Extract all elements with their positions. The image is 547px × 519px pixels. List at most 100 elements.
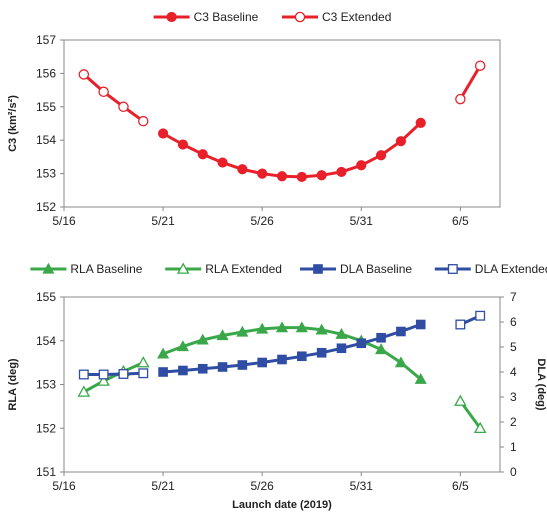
data-point [316, 347, 327, 358]
series-line [83, 371, 144, 376]
legend-label: DLA Baseline [340, 262, 412, 276]
data-point [277, 354, 287, 365]
data-point [475, 310, 486, 321]
data-point [356, 338, 367, 349]
data-point [236, 325, 249, 337]
data-point [256, 322, 269, 334]
series-line [162, 326, 422, 381]
y-tick-label: 154 [36, 334, 56, 348]
data-point [473, 421, 487, 434]
data-point [415, 319, 426, 330]
data-point [237, 164, 248, 175]
series-dla-extended [78, 310, 486, 380]
y-tick-label: 154 [36, 133, 56, 147]
data-point [197, 149, 208, 160]
series-c3-extended [78, 60, 486, 127]
x-tick-label: 5/26 [251, 214, 275, 228]
y2-axis-label: DLA (deg) [535, 358, 547, 410]
data-point [455, 93, 466, 105]
data-point [275, 321, 289, 333]
data-point [395, 136, 407, 147]
legend-label: RLA Extended [205, 262, 282, 276]
x-tick-label: 6/5 [452, 479, 469, 493]
data-point [157, 128, 169, 139]
x-tick-label: 5/21 [151, 479, 175, 493]
data-point [177, 139, 189, 150]
data-point [276, 171, 288, 182]
data-point [197, 363, 208, 374]
y-tick-label: 156 [36, 66, 56, 80]
legend-label: DLA Extended [475, 262, 547, 276]
y-tick-label: 155 [36, 290, 56, 304]
data-point [376, 332, 386, 343]
rla-dla-chart: 151 152 153 154 155 0 1 2 3 4 5 6 7 5/16 5/21 5/26 5/31 6… [7, 262, 547, 511]
data-point [415, 117, 426, 128]
legend-entry-rla-baseline: RLA Baseline [30, 262, 143, 276]
y-tick-label: 153 [36, 167, 56, 181]
legend-entry-c3-baseline: C3 Baseline [153, 10, 259, 24]
data-point [118, 369, 129, 379]
x-tick-label: 5/31 [350, 214, 374, 228]
x-axis-label: Launch date (2019) [232, 499, 332, 511]
y2-tick-label: 6 [510, 315, 517, 329]
x-tick-label: 5/21 [151, 214, 175, 228]
y-axis-label: C3 (km²/s²) [7, 95, 19, 152]
data-point [97, 374, 110, 386]
data-point [454, 394, 467, 406]
legend-entry-dla-extended: DLA Extended [434, 262, 547, 276]
x-tick-label: 5/26 [251, 479, 275, 493]
data-point [297, 351, 307, 362]
data-point [136, 356, 150, 368]
data-point [217, 362, 228, 372]
y-tick-label: 152 [36, 421, 56, 435]
y-tick-label: 157 [36, 33, 56, 47]
series-rla-baseline [157, 321, 427, 384]
series-c3-baseline [157, 117, 426, 183]
data-point [138, 368, 149, 379]
y2-tick-label: 0 [510, 465, 517, 479]
y-tick-label: 151 [36, 465, 56, 479]
data-point [138, 115, 149, 127]
data-point [157, 347, 170, 359]
data-point [176, 340, 189, 352]
data-point [78, 369, 89, 380]
y-tick-label: 152 [36, 200, 56, 214]
legend-label: C3 Extended [322, 10, 391, 24]
data-point [295, 321, 308, 333]
data-point [336, 343, 347, 354]
data-point [98, 86, 109, 98]
data-point [335, 327, 348, 339]
data-point [455, 319, 466, 330]
data-point [217, 157, 228, 168]
y2-tick-label: 3 [510, 390, 517, 404]
data-point [257, 168, 268, 179]
data-point [336, 166, 347, 178]
plot-area [63, 39, 501, 208]
data-point [315, 323, 328, 335]
y2-tick-label: 5 [510, 340, 517, 354]
data-point [77, 385, 91, 397]
x-tick-label: 5/16 [52, 214, 76, 228]
legend-marker [166, 11, 177, 23]
data-point [375, 343, 388, 355]
data-point [237, 360, 248, 370]
data-point [98, 369, 109, 380]
legend-marker [42, 262, 55, 274]
y2-tick-label: 1 [510, 440, 517, 454]
data-point [394, 356, 407, 368]
legend-marker [313, 264, 323, 274]
data-point [216, 329, 229, 341]
series-dla-baseline [158, 319, 426, 377]
series-line [459, 64, 482, 100]
legend-label: C3 Baseline [194, 10, 259, 24]
data-point [158, 367, 168, 377]
y2-tick-label: 2 [510, 415, 517, 429]
legend-marker [176, 262, 190, 274]
x-tick-label: 5/16 [52, 479, 76, 493]
y-tick-label: 155 [36, 100, 56, 114]
y-tick-label: 153 [36, 378, 56, 392]
x-tick-label: 5/31 [350, 479, 374, 493]
series-line [83, 361, 144, 394]
x-tick-label: 6/5 [452, 214, 469, 228]
data-point [396, 326, 406, 337]
